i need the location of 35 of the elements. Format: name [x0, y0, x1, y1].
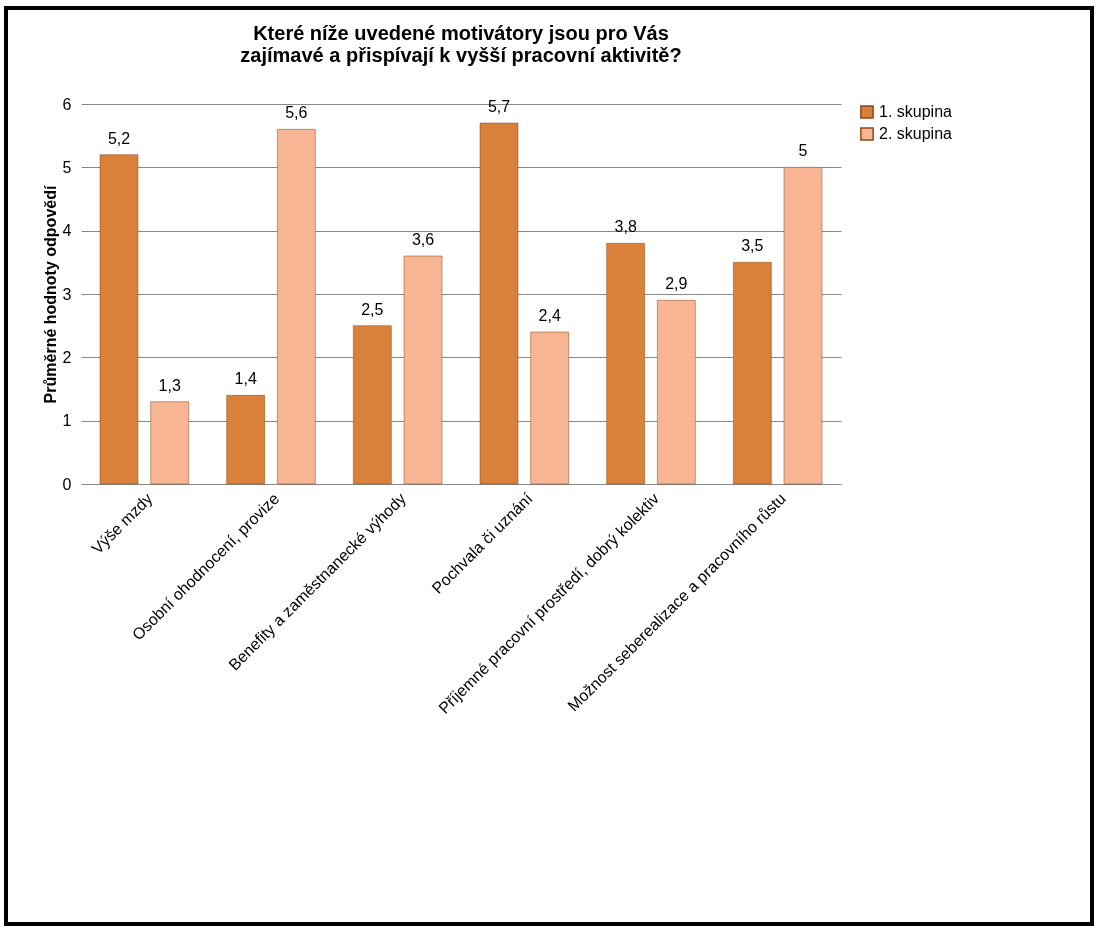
data-label: 5: [798, 142, 808, 160]
data-label: 3,5: [741, 237, 764, 255]
y-tick-label: 3: [62, 285, 72, 303]
bar: [657, 300, 696, 485]
y-tick-label: 6: [62, 95, 72, 113]
data-label: 2,9: [665, 275, 688, 293]
bar: [226, 395, 265, 485]
legend-label: 2. skupina: [879, 125, 953, 142]
data-label: 2,5: [361, 300, 384, 318]
y-tick-label: 1: [62, 412, 72, 430]
bar: [606, 243, 645, 485]
legend-label: 1. skupina: [879, 103, 953, 120]
data-label: 5,2: [107, 129, 131, 147]
bar: [353, 325, 392, 485]
bar: [150, 401, 189, 485]
bar: [530, 331, 569, 485]
y-tick-label: 4: [62, 222, 72, 240]
bar: [733, 262, 772, 485]
data-label: 5,6: [285, 104, 308, 122]
data-label: 2,4: [538, 307, 561, 324]
bar: [479, 122, 519, 485]
y-tick-label: 5: [62, 158, 72, 176]
chart-title: Které níže uvedené motivátory jsou pro Vás zajímavé a přispívají k vyšší pracovní aktivitě?: [240, 22, 682, 66]
y-tick-label: 2: [62, 348, 72, 366]
bar: [99, 154, 139, 485]
data-label: 1,4: [234, 370, 257, 388]
y-tick-label: 0: [62, 475, 72, 493]
y-axis-title: Průměrné hodnoty odpovědí: [41, 185, 59, 404]
bar: [403, 255, 443, 485]
data-label: 5,7: [487, 98, 511, 115]
data-label: 1,3: [158, 376, 181, 394]
data-label: 3,8: [614, 218, 637, 236]
data-label: 3,6: [411, 231, 435, 248]
bar: [277, 129, 316, 485]
bar: [783, 167, 823, 485]
